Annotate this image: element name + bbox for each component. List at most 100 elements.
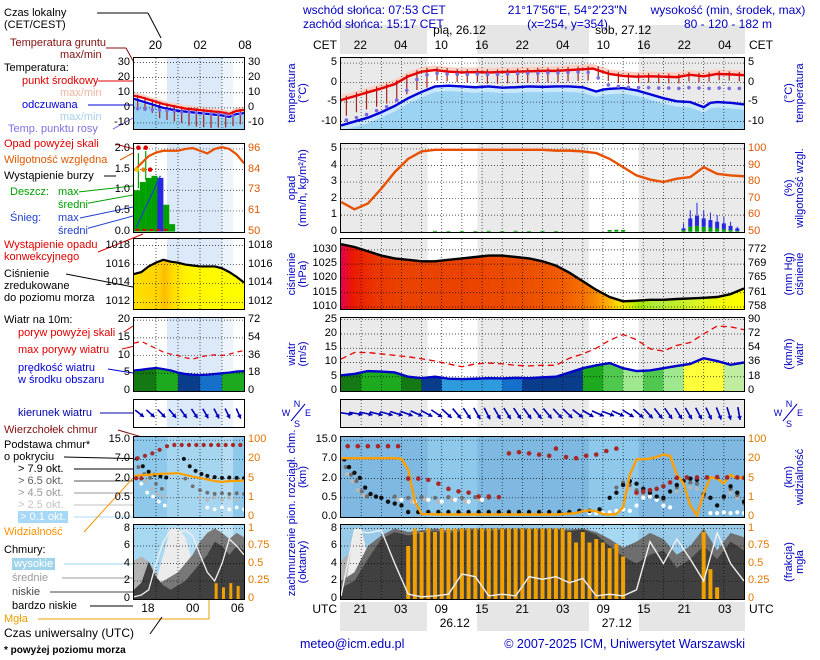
legend-item: max porywy wiatru xyxy=(18,344,110,356)
y-tick-left: 1016 xyxy=(105,257,130,270)
y-tick-left: 15.0 xyxy=(315,433,337,446)
axis-title: zachmurzenie (oktanty) xyxy=(286,527,309,597)
y-tick-right: 18 xyxy=(748,369,761,382)
day-label: pią, 26.12 xyxy=(433,23,486,37)
legend-item: niskie xyxy=(12,586,41,598)
altitude-values: 80 - 120 - 182 m xyxy=(683,17,773,31)
y-tick-left: 2 xyxy=(330,574,337,587)
y-tick-right: 54 xyxy=(248,330,261,343)
y-tick-left: 5 xyxy=(123,366,130,379)
y-tick-right: 765 xyxy=(748,271,767,284)
axis-letter: CET xyxy=(749,38,773,52)
panel-pressure-main xyxy=(340,238,745,310)
y-tick-right: 0 xyxy=(748,591,755,604)
axis-letter: N xyxy=(293,399,301,409)
y-tick-left: 15 xyxy=(117,330,130,343)
time-label: 00 xyxy=(186,601,200,615)
time-label: 03 xyxy=(718,602,732,616)
y-tick-right: 80 xyxy=(748,175,761,188)
y-tick-right: 1 xyxy=(248,490,255,503)
axis-title: temperatura (°C) xyxy=(286,63,309,123)
legend-item: Temperatura gruntu xyxy=(10,37,106,49)
y-tick-left: 2 xyxy=(123,574,130,587)
time-label: 21 xyxy=(677,602,691,616)
legend-item: wysokie xyxy=(12,558,56,570)
y-tick-left: 0.0 xyxy=(114,224,130,237)
axis-letter: W xyxy=(281,408,291,418)
y-tick-right: 61 xyxy=(248,203,261,216)
panel-temperature-main xyxy=(340,57,745,130)
y-tick-right: 20 xyxy=(748,452,761,465)
y-tick-left: 20 xyxy=(117,70,130,83)
legend-item: Wystąpienie burzy xyxy=(4,170,94,182)
axis-letter: E xyxy=(304,408,312,418)
legend-item: (CET/CEST) xyxy=(4,19,66,31)
y-tick-right: 30 xyxy=(248,55,261,68)
legend-item: poryw powyżej skali xyxy=(18,327,116,339)
legend-item: Opad powyżej skali xyxy=(4,138,99,150)
y-tick-right: 0.75 xyxy=(748,539,770,552)
legend-item: > 6.5 okt. xyxy=(18,475,64,487)
y-tick-left: 20 xyxy=(117,313,130,326)
time-label: 15 xyxy=(475,602,489,616)
time-label: 10 xyxy=(434,38,448,52)
axis-letter: UTC xyxy=(749,602,774,616)
y-tick-right: 54 xyxy=(748,341,761,354)
legend-item: max/min xyxy=(60,87,102,99)
y-tick-right: 70 xyxy=(748,191,761,204)
y-tick-right: 1016 xyxy=(248,257,273,270)
time-label: 21 xyxy=(515,602,529,616)
y-tick-right: 0.75 xyxy=(248,539,270,552)
legend-item: Wilgotność względna xyxy=(4,154,108,166)
y-tick-right: 20 xyxy=(248,70,261,83)
legend-item: Wystąpienie opadu xyxy=(4,239,98,251)
legend-item: kierunek wiatru xyxy=(18,407,92,419)
panel-wind-direction-main xyxy=(340,399,745,428)
legend-item: max/min xyxy=(60,111,102,123)
email-link[interactable]: meteo@icm.edu.pl xyxy=(300,637,405,651)
legend-item: o pokryciu xyxy=(4,451,55,463)
y-tick-right: 72 xyxy=(248,313,261,326)
axis-letter: N xyxy=(785,399,793,409)
axis-title: (mm Hg) ciśnienie xyxy=(783,252,806,296)
legend-item: Czas uniwersalny (UTC) xyxy=(4,626,135,640)
y-tick-right: 20 xyxy=(248,452,261,465)
y-tick-left: 1018 xyxy=(105,238,130,251)
y-tick-left: 20 xyxy=(324,326,337,339)
y-tick-right: 0 xyxy=(248,384,255,396)
axis-title: opad (mm/h, kg/m²/h) xyxy=(286,149,309,227)
axis-title: (km/h) wiatr xyxy=(783,338,806,370)
y-tick-right: 1012 xyxy=(248,295,273,308)
y-tick-right: 84 xyxy=(248,162,261,175)
y-tick-right: 73 xyxy=(248,183,261,196)
y-tick-left: 2.0 xyxy=(114,471,130,484)
night-shading-strip xyxy=(639,602,745,631)
y-tick-left: 6 xyxy=(123,539,130,552)
night-shading-strip xyxy=(639,25,745,54)
y-tick-right: 761 xyxy=(748,285,767,298)
panel-wind-direction-mini xyxy=(133,399,245,428)
y-tick-left: 1025 xyxy=(312,257,337,270)
legend-item: średni xyxy=(58,225,88,237)
night-shading-strip xyxy=(477,602,590,631)
y-tick-left: 0.5 xyxy=(114,203,130,216)
time-label: 22 xyxy=(515,38,529,52)
legend-item: max/min xyxy=(60,49,102,61)
panel-precipitation-humidity-main xyxy=(340,143,745,233)
y-tick-right: 0 xyxy=(248,510,255,522)
axis-letter: S xyxy=(293,419,301,429)
legend-item: > 0.1 okt. xyxy=(18,511,68,523)
time-label: 21 xyxy=(353,602,367,616)
y-tick-right: 0.25 xyxy=(748,574,770,587)
y-tick-left: 0.0 xyxy=(321,510,337,522)
y-tick-right: 0.25 xyxy=(248,574,270,587)
y-tick-right: 0.5 xyxy=(748,556,764,569)
y-tick-right: 36 xyxy=(748,355,761,368)
y-tick-left: 5 xyxy=(330,56,337,69)
time-label: 09 xyxy=(434,602,448,616)
y-tick-left: 0 xyxy=(330,384,337,396)
axis-title: ciśnienie (hPa) xyxy=(286,252,309,296)
y-tick-left: 2.0 xyxy=(114,141,130,154)
legend-item: zredukowane xyxy=(4,280,70,292)
